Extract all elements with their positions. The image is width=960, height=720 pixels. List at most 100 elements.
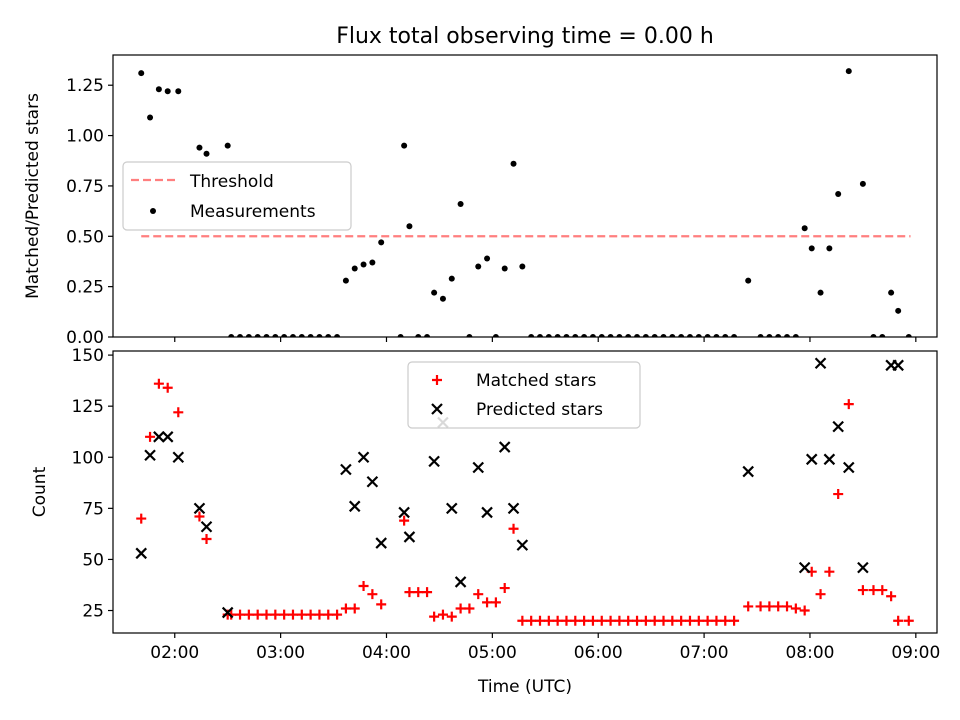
data-point (543, 615, 554, 626)
data-point (164, 88, 171, 95)
data-point (757, 334, 764, 337)
data-point (305, 609, 316, 620)
data-point (589, 334, 596, 337)
data-point (893, 615, 904, 626)
axes-frame (112, 350, 938, 634)
data-point (742, 465, 754, 478)
data-point (510, 160, 517, 167)
data-point (431, 289, 438, 296)
data-point (448, 275, 455, 282)
data-point (340, 463, 352, 476)
data-point (203, 150, 210, 157)
data-point (625, 334, 632, 337)
data-point (859, 180, 866, 187)
data-point (782, 601, 793, 612)
data-point (375, 537, 387, 549)
legend-swatch-predicted (431, 403, 443, 415)
data-point (711, 615, 722, 626)
data-point (669, 334, 676, 337)
data-point (252, 609, 263, 620)
y-tick-label: 25 (82, 602, 104, 622)
data-point (413, 587, 424, 598)
x-tick-label: 08:00 (785, 643, 834, 663)
data-point (138, 70, 145, 77)
data-point (857, 585, 868, 596)
data-point (528, 334, 535, 337)
data-point (835, 190, 842, 197)
data-point (616, 334, 623, 337)
data-point (369, 259, 376, 266)
data-point (704, 334, 711, 337)
data-point (784, 334, 791, 337)
data-point (422, 587, 433, 598)
data-point (660, 334, 667, 337)
data-point (516, 539, 529, 551)
data-point (888, 289, 895, 296)
data-point (473, 589, 484, 600)
data-point (561, 615, 572, 626)
data-point (466, 334, 473, 337)
data-point (261, 609, 272, 620)
data-point (490, 597, 501, 608)
data-point (147, 114, 154, 121)
data-point (766, 334, 773, 337)
data-point (596, 615, 607, 626)
x-tick-label: 05:00 (468, 643, 517, 663)
data-point (722, 334, 729, 337)
legend-label: Predicted stars (476, 400, 603, 420)
data-point (684, 615, 695, 626)
data-point (296, 609, 307, 620)
data-point (814, 357, 827, 370)
x-tick-label: 04:00 (362, 643, 411, 663)
y-tick-label: 0.00 (66, 328, 104, 348)
legend-frame (407, 361, 641, 429)
data-point (892, 359, 904, 372)
data-point (713, 334, 720, 337)
data-point (237, 334, 244, 337)
y-tick-label: 75 (82, 499, 104, 519)
data-point (325, 334, 332, 337)
data-point (536, 334, 543, 337)
data-point (279, 609, 290, 620)
data-point (832, 420, 844, 433)
data-point (517, 615, 528, 626)
data-point (833, 489, 844, 500)
legend-label: Measurements (190, 202, 316, 222)
data-point (826, 245, 833, 252)
data-point (224, 142, 231, 149)
data-point (155, 86, 162, 93)
data-point (173, 407, 184, 418)
y-tick-label: 1.25 (66, 76, 104, 96)
data-point (406, 223, 413, 230)
legend: Matched stars Predicted stars (407, 361, 641, 429)
data-point (695, 334, 702, 337)
data-point (773, 601, 784, 612)
data-point (482, 597, 493, 608)
data-point (323, 609, 334, 620)
data-point (175, 88, 182, 95)
data-point (298, 334, 305, 337)
data-point (868, 585, 879, 596)
data-point (842, 461, 855, 474)
data-point (903, 615, 914, 626)
data-point (289, 334, 296, 337)
data-point (823, 453, 836, 466)
data-point (845, 68, 852, 75)
top-panel: 0.00 0.25 0.50 0.75 1.00 1.25 Matched/Predicte… (23, 54, 938, 348)
data-point (667, 615, 678, 626)
x-axis-label: Time (UTC) (477, 677, 572, 697)
data-point (632, 615, 643, 626)
data-point (454, 576, 467, 588)
data-point (678, 334, 685, 337)
data-point (693, 615, 704, 626)
data-point (201, 534, 212, 544)
data-point (349, 603, 360, 614)
data-point (401, 142, 408, 149)
data-point (805, 453, 818, 466)
legend: Threshold Measurements (122, 161, 352, 231)
data-point (870, 334, 877, 337)
data-point (808, 245, 815, 252)
y-tick-label: 1.00 (66, 127, 104, 147)
data-point (429, 611, 440, 622)
figure-title: Flux total observing time = 0.00 h (336, 24, 714, 49)
